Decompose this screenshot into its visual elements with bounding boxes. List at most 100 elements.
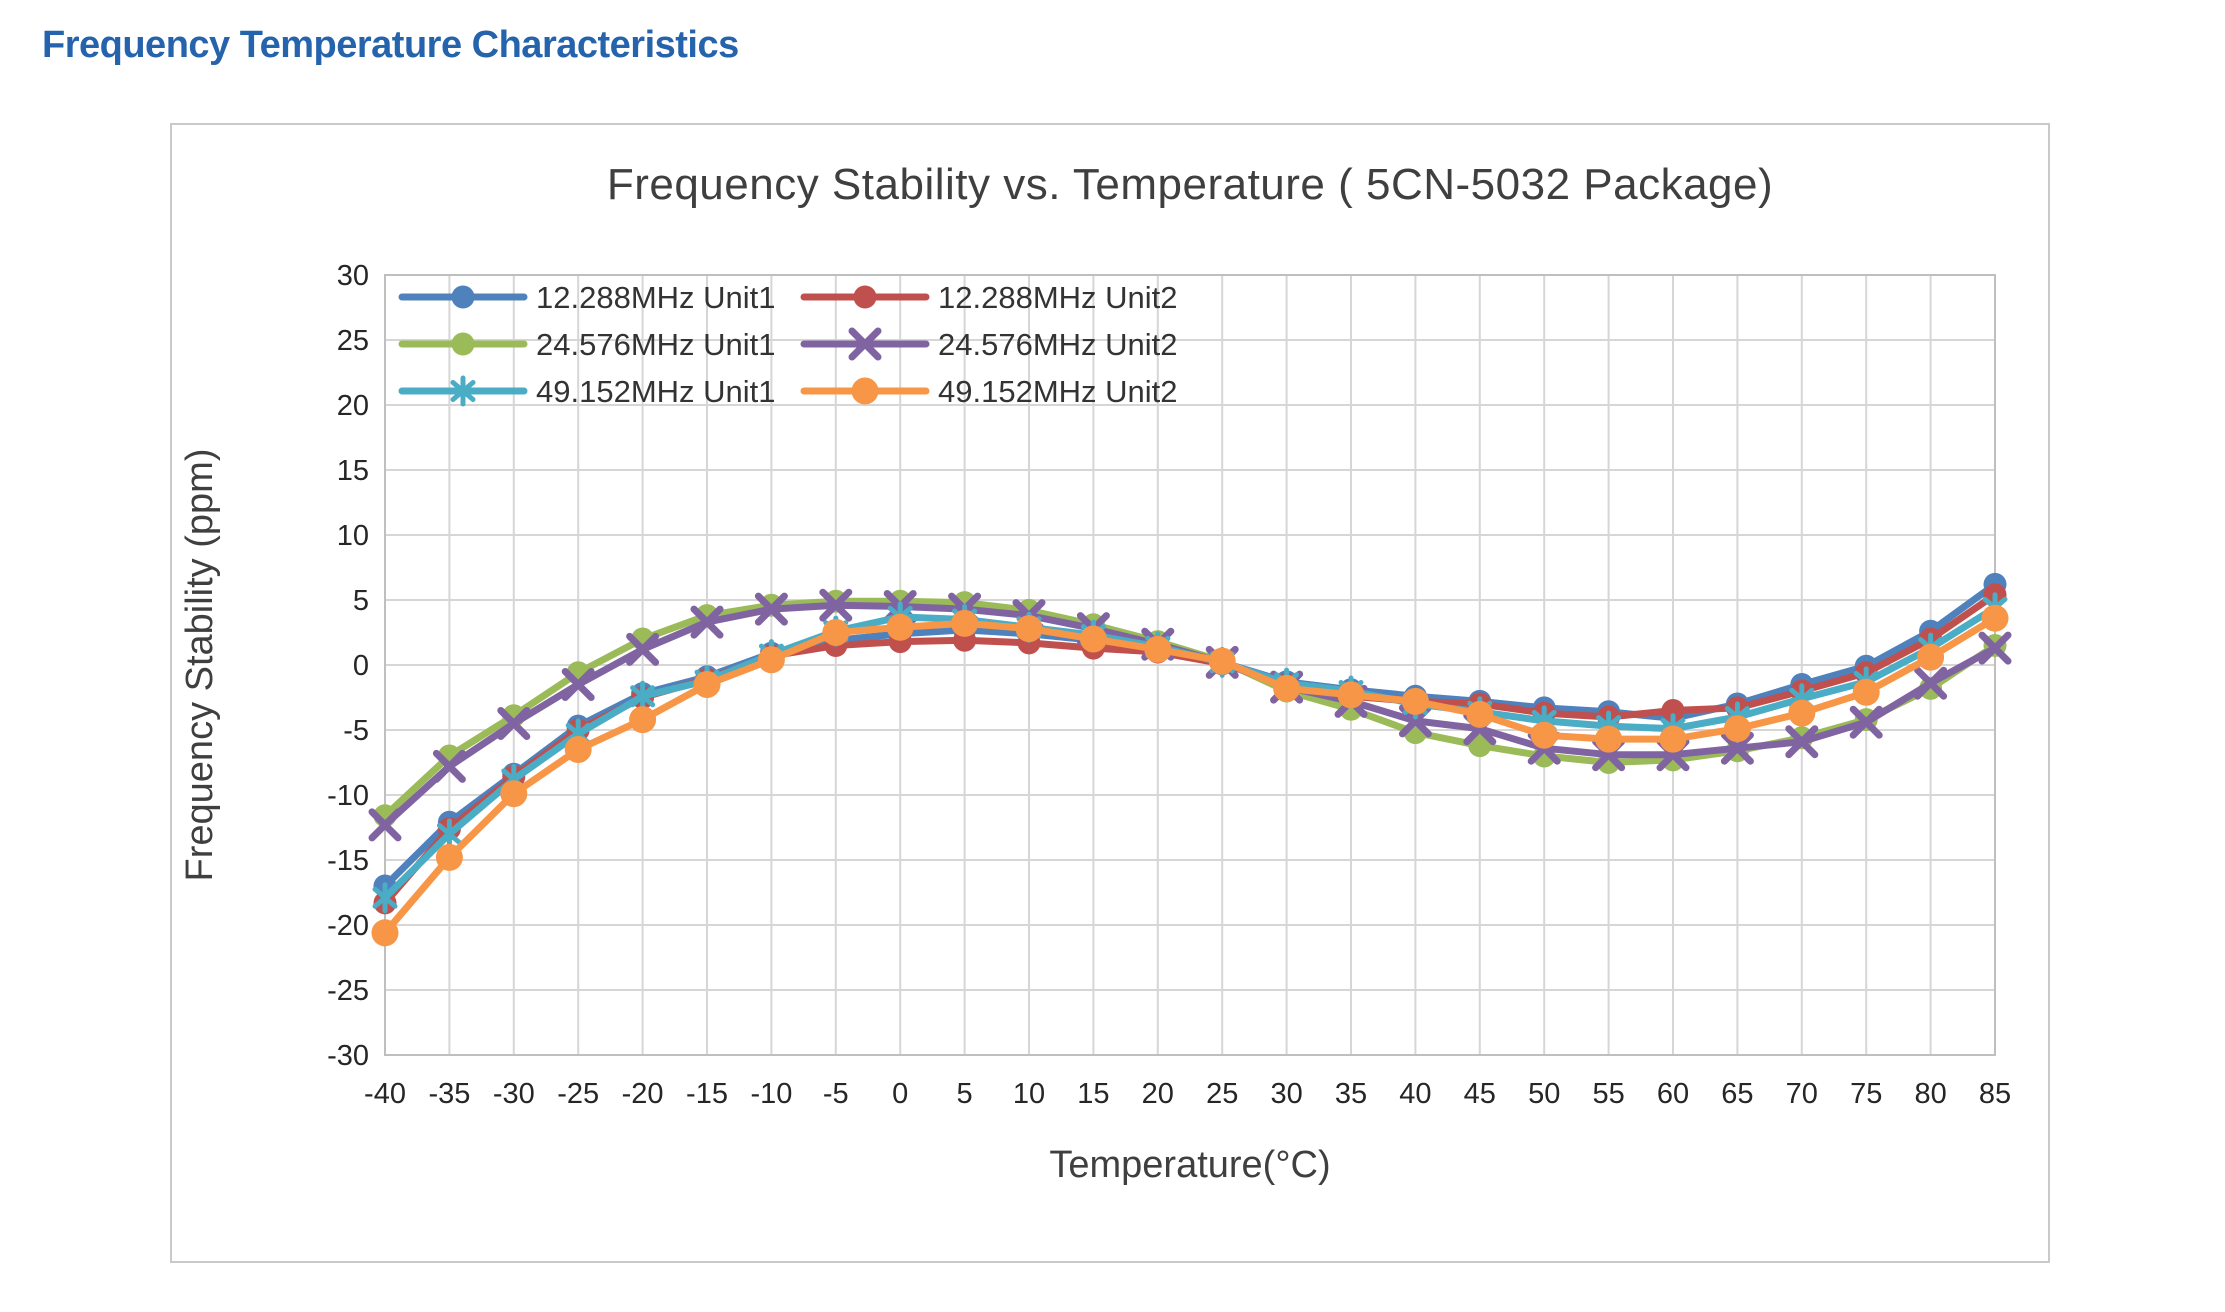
data-point-marker <box>1981 604 2009 632</box>
data-point-marker <box>629 706 657 734</box>
data-point-marker <box>561 668 595 701</box>
data-point-marker <box>1720 731 1754 765</box>
x-tick-label: 65 <box>1721 1078 1753 1110</box>
data-point-marker <box>1337 681 1365 709</box>
legend: 12.288MHz Unit1 12.288MHz Unit2 24.576MHz … <box>398 280 1178 409</box>
x-tick-label: 30 <box>1270 1078 1302 1110</box>
x-tick-label: 85 <box>1979 1078 2011 1110</box>
series-24.576MHz-Unit2 <box>368 588 2012 842</box>
legend-item: 12.288MHz Unit1 <box>398 280 776 315</box>
series-49.152MHz-Unit1 <box>372 592 2008 914</box>
data-point-marker <box>451 285 475 309</box>
y-axis-tick-labels: 30 25 20 15 10 5 0 -5 -10 -15 -20 -25 -30 <box>327 260 369 1072</box>
data-point-marker <box>371 919 399 947</box>
y-tick-label: -25 <box>327 975 369 1007</box>
legend-label: 49.152MHz Unit1 <box>536 374 776 409</box>
data-point-marker <box>1785 725 1819 759</box>
data-point-marker <box>1273 674 1301 702</box>
data-point-marker <box>436 823 462 845</box>
data-point-marker <box>1144 635 1172 663</box>
y-tick-label: 30 <box>337 260 369 292</box>
data-point-marker <box>368 808 402 842</box>
data-point-marker <box>1788 699 1816 727</box>
data-point-marker <box>564 736 592 763</box>
data-point-marker <box>1849 705 1883 739</box>
data-point-marker <box>1401 687 1429 715</box>
data-point-marker <box>1917 643 1945 671</box>
data-point-marker <box>1466 700 1494 728</box>
data-point-marker <box>1723 715 1751 743</box>
x-tick-label: -15 <box>686 1078 728 1110</box>
data-point-marker <box>1661 699 1685 722</box>
y-tick-label: 20 <box>337 390 369 422</box>
x-tick-label: 55 <box>1592 1078 1624 1110</box>
x-axis-title: Temperature(°C) <box>1049 1144 1330 1186</box>
y-tick-label: 15 <box>337 455 369 487</box>
data-point-marker <box>372 886 398 909</box>
x-tick-label: -35 <box>428 1078 470 1110</box>
y-tick-label: 10 <box>337 520 369 552</box>
x-tick-label: 10 <box>1013 1078 1045 1110</box>
x-tick-label: -30 <box>493 1078 535 1110</box>
data-point-marker <box>500 780 528 808</box>
data-point-marker <box>1914 666 1948 700</box>
data-point-marker <box>754 592 788 626</box>
legend-item: 12.288MHz Unit2 <box>800 280 1178 315</box>
y-tick-label: -30 <box>327 1040 369 1072</box>
y-tick-label: -15 <box>327 845 369 877</box>
data-point-marker <box>451 332 475 356</box>
x-tick-label: 40 <box>1399 1078 1431 1110</box>
data-point-marker <box>1659 725 1687 753</box>
data-point-marker <box>1015 615 1043 643</box>
data-point-marker <box>1530 721 1558 749</box>
data-point-marker <box>630 685 656 708</box>
x-tick-label: -25 <box>557 1078 599 1110</box>
chart-title: Frequency Stability vs. Temperature ( 5C… <box>607 160 1773 209</box>
x-tick-label: 0 <box>892 1078 908 1110</box>
y-tick-label: 0 <box>353 650 369 682</box>
data-point-marker <box>1595 725 1623 753</box>
data-point-marker <box>690 605 724 639</box>
legend-item: 24.576MHz Unit1 <box>398 327 776 362</box>
data-point-marker <box>1079 625 1107 653</box>
x-axis-tick-labels: -40 -35 -30 -25 -20 -15 -10 -5 0 5 10 15 20 25 30 35 40 4… <box>364 1078 2011 1110</box>
legend-label: 12.288MHz Unit2 <box>938 280 1178 315</box>
data-point-marker <box>851 377 879 405</box>
plot-border <box>384 274 1996 1056</box>
y-axis-title: Frequency Stability (ppm) <box>179 449 221 882</box>
y-tick-label: 25 <box>337 325 369 357</box>
x-tick-label: 60 <box>1657 1078 1689 1110</box>
legend-item: 49.152MHz Unit1 <box>398 374 776 409</box>
series-49.152MHz-Unit2 <box>371 604 2009 947</box>
data-point-marker <box>822 619 850 646</box>
x-tick-label: 45 <box>1464 1078 1496 1110</box>
y-tick-label: -20 <box>327 910 369 942</box>
legend-label: 24.576MHz Unit1 <box>536 327 776 362</box>
data-point-marker <box>497 707 531 740</box>
series-12.288MHz-Unit1 <box>373 572 2007 898</box>
x-tick-label: -10 <box>750 1078 792 1110</box>
x-tick-label: 35 <box>1335 1078 1367 1110</box>
y-tick-label: -5 <box>343 715 369 747</box>
x-tick-label: 50 <box>1528 1078 1560 1110</box>
x-tick-label: 70 <box>1786 1078 1818 1110</box>
legend-item: 24.576MHz Unit2 <box>800 327 1178 362</box>
data-point-marker <box>886 613 914 641</box>
data-point-marker <box>951 609 979 637</box>
data-point-marker <box>1208 647 1236 675</box>
page-heading: Frequency Temperature Characteristics <box>42 24 739 66</box>
chart-panel: 30 25 20 15 10 5 0 -5 -10 -15 -20 -25 -30 -40 -35 -30 -2… <box>170 123 2050 1263</box>
data-point-marker <box>853 285 877 309</box>
data-point-marker <box>757 646 785 674</box>
x-tick-label: -5 <box>823 1078 849 1110</box>
data-point-marker <box>432 749 466 783</box>
y-tick-label: -10 <box>327 780 369 812</box>
legend-label: 49.152MHz Unit2 <box>938 374 1178 409</box>
data-point-marker <box>819 588 853 622</box>
data-point-marker <box>1852 678 1880 706</box>
x-tick-label: 25 <box>1206 1078 1238 1110</box>
x-tick-label: 80 <box>1914 1078 1946 1110</box>
x-tick-label: 5 <box>957 1078 973 1110</box>
data-point-marker <box>1468 734 1492 758</box>
